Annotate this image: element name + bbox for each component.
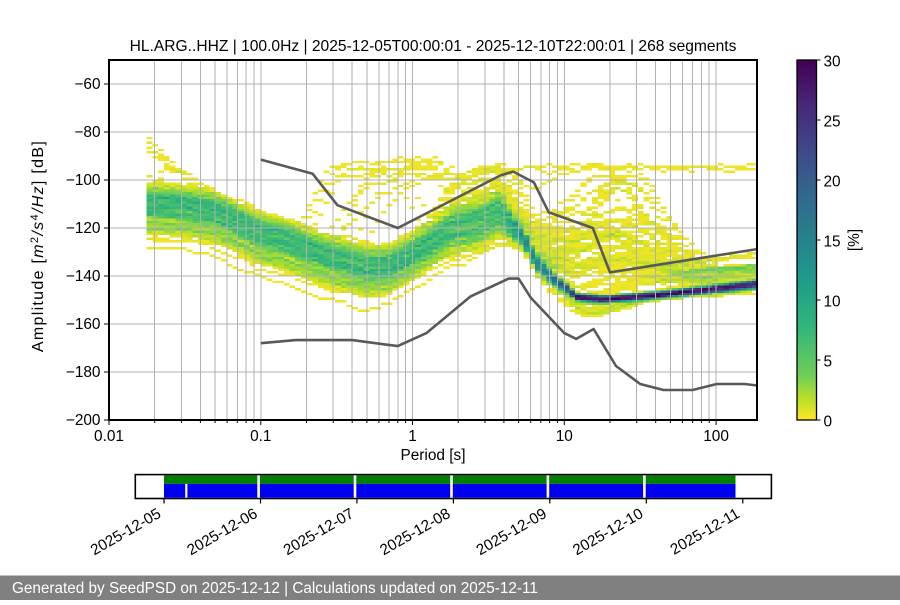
svg-text:−80: −80 [74, 124, 100, 141]
svg-text:10: 10 [556, 428, 573, 445]
svg-text:−120: −120 [66, 220, 101, 237]
svg-text:0: 0 [824, 414, 833, 431]
svg-text:−160: −160 [66, 316, 101, 333]
svg-text:25: 25 [824, 114, 841, 131]
svg-text:5: 5 [824, 354, 833, 371]
svg-text:100: 100 [703, 428, 729, 445]
svg-text:10: 10 [824, 294, 841, 311]
svg-text:0.01: 0.01 [94, 428, 124, 445]
svg-text:−140: −140 [66, 268, 101, 285]
svg-text:[%]: [%] [846, 229, 863, 251]
svg-text:30: 30 [824, 54, 841, 71]
svg-text:0.1: 0.1 [250, 428, 271, 445]
svg-text:Generated by SeedPSD on 2025-1: Generated by SeedPSD on 2025-12-12 | Cal… [12, 580, 538, 597]
svg-text:−180: −180 [66, 364, 101, 381]
svg-text:Period [s]: Period [s] [400, 447, 465, 464]
svg-text:−200: −200 [66, 412, 101, 429]
svg-text:15: 15 [824, 234, 841, 251]
svg-text:1: 1 [408, 428, 417, 445]
svg-text:HL.ARG..HHZ | 100.0Hz | 2025-1: HL.ARG..HHZ | 100.0Hz | 2025-12-05T00:00… [130, 38, 737, 55]
svg-text:−100: −100 [66, 172, 101, 189]
svg-text:−60: −60 [74, 76, 100, 93]
svg-text:Amplitude [m2/s4/Hz] [dB]: Amplitude [m2/s4/Hz] [dB] [29, 140, 47, 352]
svg-text:20: 20 [824, 174, 841, 191]
